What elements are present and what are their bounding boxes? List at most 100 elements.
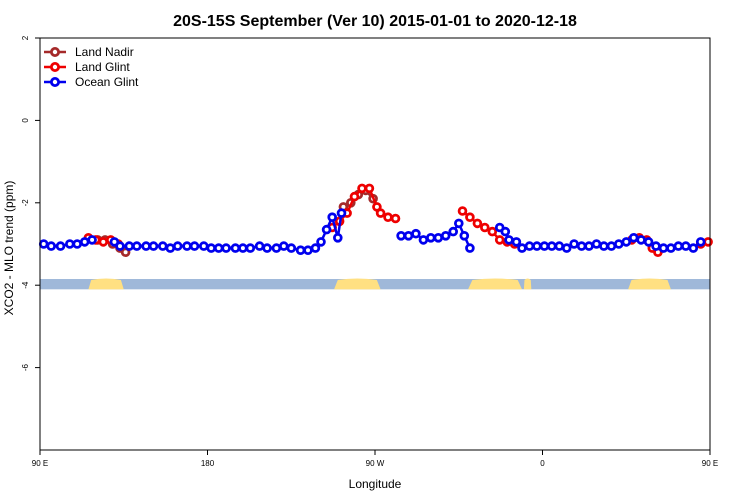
legend-entry-land-glint: Land Glint: [44, 60, 130, 74]
data-point-ocean-glint: [262, 243, 272, 253]
data-point-ocean-glint: [148, 241, 159, 251]
data-point-ocean-glint: [65, 239, 75, 249]
data-point-ocean-glint: [465, 243, 475, 253]
y-tick-label: -2: [21, 199, 30, 207]
data-point-ocean-glint: [172, 241, 183, 251]
land-band-0: [88, 278, 124, 290]
data-point-land-glint: [479, 222, 490, 233]
data-point-ocean-glint: [643, 237, 654, 247]
data-point-ocean-glint: [599, 241, 609, 251]
land-band-2: [468, 278, 523, 290]
legend-marker: [50, 77, 61, 88]
data-point-ocean-glint: [569, 239, 579, 249]
data-point-ocean-glint: [245, 243, 256, 253]
x-tick-label: 0: [540, 459, 545, 468]
x-tick-label: 90 E: [32, 459, 48, 468]
data-point-ocean-glint: [158, 241, 168, 251]
data-point-ocean-glint: [636, 235, 646, 245]
data-point-ocean-glint: [418, 235, 429, 245]
data-point-ocean-glint: [628, 233, 639, 243]
data-point-ocean-glint: [316, 237, 326, 247]
data-point-ocean-glint: [433, 233, 444, 243]
data-point-ocean-glint: [55, 241, 66, 251]
data-point-ocean-glint: [72, 239, 82, 249]
data-point-ocean-glint: [206, 243, 217, 253]
data-point-ocean-glint: [182, 241, 192, 251]
data-point-ocean-glint: [38, 239, 49, 249]
data-point-ocean-glint: [115, 241, 125, 251]
data-point-ocean-glint: [561, 243, 572, 253]
data-point-ocean-glint: [221, 243, 231, 253]
data-point-ocean-glint: [124, 241, 135, 251]
data-point-ocean-glint: [673, 241, 684, 251]
data-point-ocean-glint: [321, 224, 332, 235]
series-ocean-glint: [38, 208, 706, 256]
legend-marker: [50, 62, 61, 73]
data-point-ocean-glint: [199, 241, 209, 251]
data-point-land-glint: [375, 208, 386, 218]
data-point-ocean-glint: [295, 245, 306, 256]
data-point-ocean-glint: [695, 237, 706, 247]
data-point-land-glint: [457, 206, 468, 216]
data-point-ocean-glint: [500, 226, 511, 237]
data-point-ocean-glint: [688, 243, 699, 253]
data-point-land-glint: [364, 183, 375, 194]
data-point-ocean-glint: [46, 241, 56, 251]
data-point-ocean-glint: [448, 226, 459, 237]
data-point-ocean-glint: [189, 241, 200, 251]
data-point-ocean-glint: [411, 228, 421, 239]
data-point-ocean-glint: [613, 239, 624, 249]
data-point-ocean-glint: [539, 241, 550, 251]
data-point-ocean-glint: [576, 241, 587, 251]
legend-label: Land Glint: [75, 60, 130, 74]
data-point-land-glint: [390, 213, 401, 224]
chart-title: 20S-15S September (Ver 10) 2015-01-01 to…: [173, 13, 577, 30]
data-point-ocean-glint: [554, 241, 565, 251]
x-tick-label: 180: [201, 459, 215, 468]
data-point-ocean-glint: [327, 212, 338, 223]
data-point-ocean-glint: [278, 241, 289, 251]
data-point-land-glint: [349, 191, 360, 202]
legend-entry-land-nadir: Land Nadir: [44, 45, 134, 59]
data-point-ocean-glint: [459, 231, 470, 241]
land-band-3: [523, 278, 532, 290]
legend-marker: [50, 47, 61, 58]
land-band-1: [334, 278, 381, 290]
data-point-ocean-glint: [403, 231, 414, 241]
data-point-ocean-glint: [546, 241, 557, 251]
data-point-ocean-glint: [606, 241, 617, 251]
data-point-ocean-glint: [230, 243, 241, 253]
data-point-ocean-glint: [141, 241, 151, 251]
data-point-ocean-glint: [132, 241, 142, 251]
legend-label: Land Nadir: [75, 45, 134, 59]
x-tick-label: 90 E: [702, 459, 718, 468]
data-point-ocean-glint: [254, 241, 265, 251]
data-point-ocean-glint: [213, 243, 224, 253]
data-point-land-glint: [494, 235, 505, 245]
data-point-ocean-glint: [336, 208, 347, 218]
y-axis: 2 0 -2 -4 -6: [21, 35, 40, 371]
data-point-ocean-glint: [79, 237, 90, 247]
data-point-ocean-glint: [680, 241, 691, 251]
data-point-ocean-glint: [165, 243, 176, 253]
data-point-ocean-glint: [591, 239, 602, 249]
data-point-ocean-glint: [303, 245, 313, 256]
data-point-ocean-glint: [238, 243, 248, 253]
data-point-ocean-glint: [396, 231, 406, 241]
y-tick-label: -6: [21, 363, 30, 371]
x-axis-label: Longitude: [349, 477, 402, 491]
data-point-land-glint: [472, 218, 483, 229]
y-tick-label: 2: [21, 35, 30, 40]
legend-entry-ocean-glint: Ocean Glint: [44, 75, 139, 89]
surface-band: [40, 278, 710, 290]
y-axis-label: XCO2 - MLO trend (ppm): [2, 181, 16, 316]
x-tick-label: 90 W: [366, 459, 385, 468]
data-point-land-glint: [98, 237, 109, 247]
data-point-land-glint: [383, 212, 393, 223]
y-tick-label: -4: [21, 281, 30, 289]
data-point-ocean-glint: [453, 218, 464, 229]
data-point-ocean-glint: [310, 243, 321, 253]
data-point-land-glint: [357, 183, 367, 194]
